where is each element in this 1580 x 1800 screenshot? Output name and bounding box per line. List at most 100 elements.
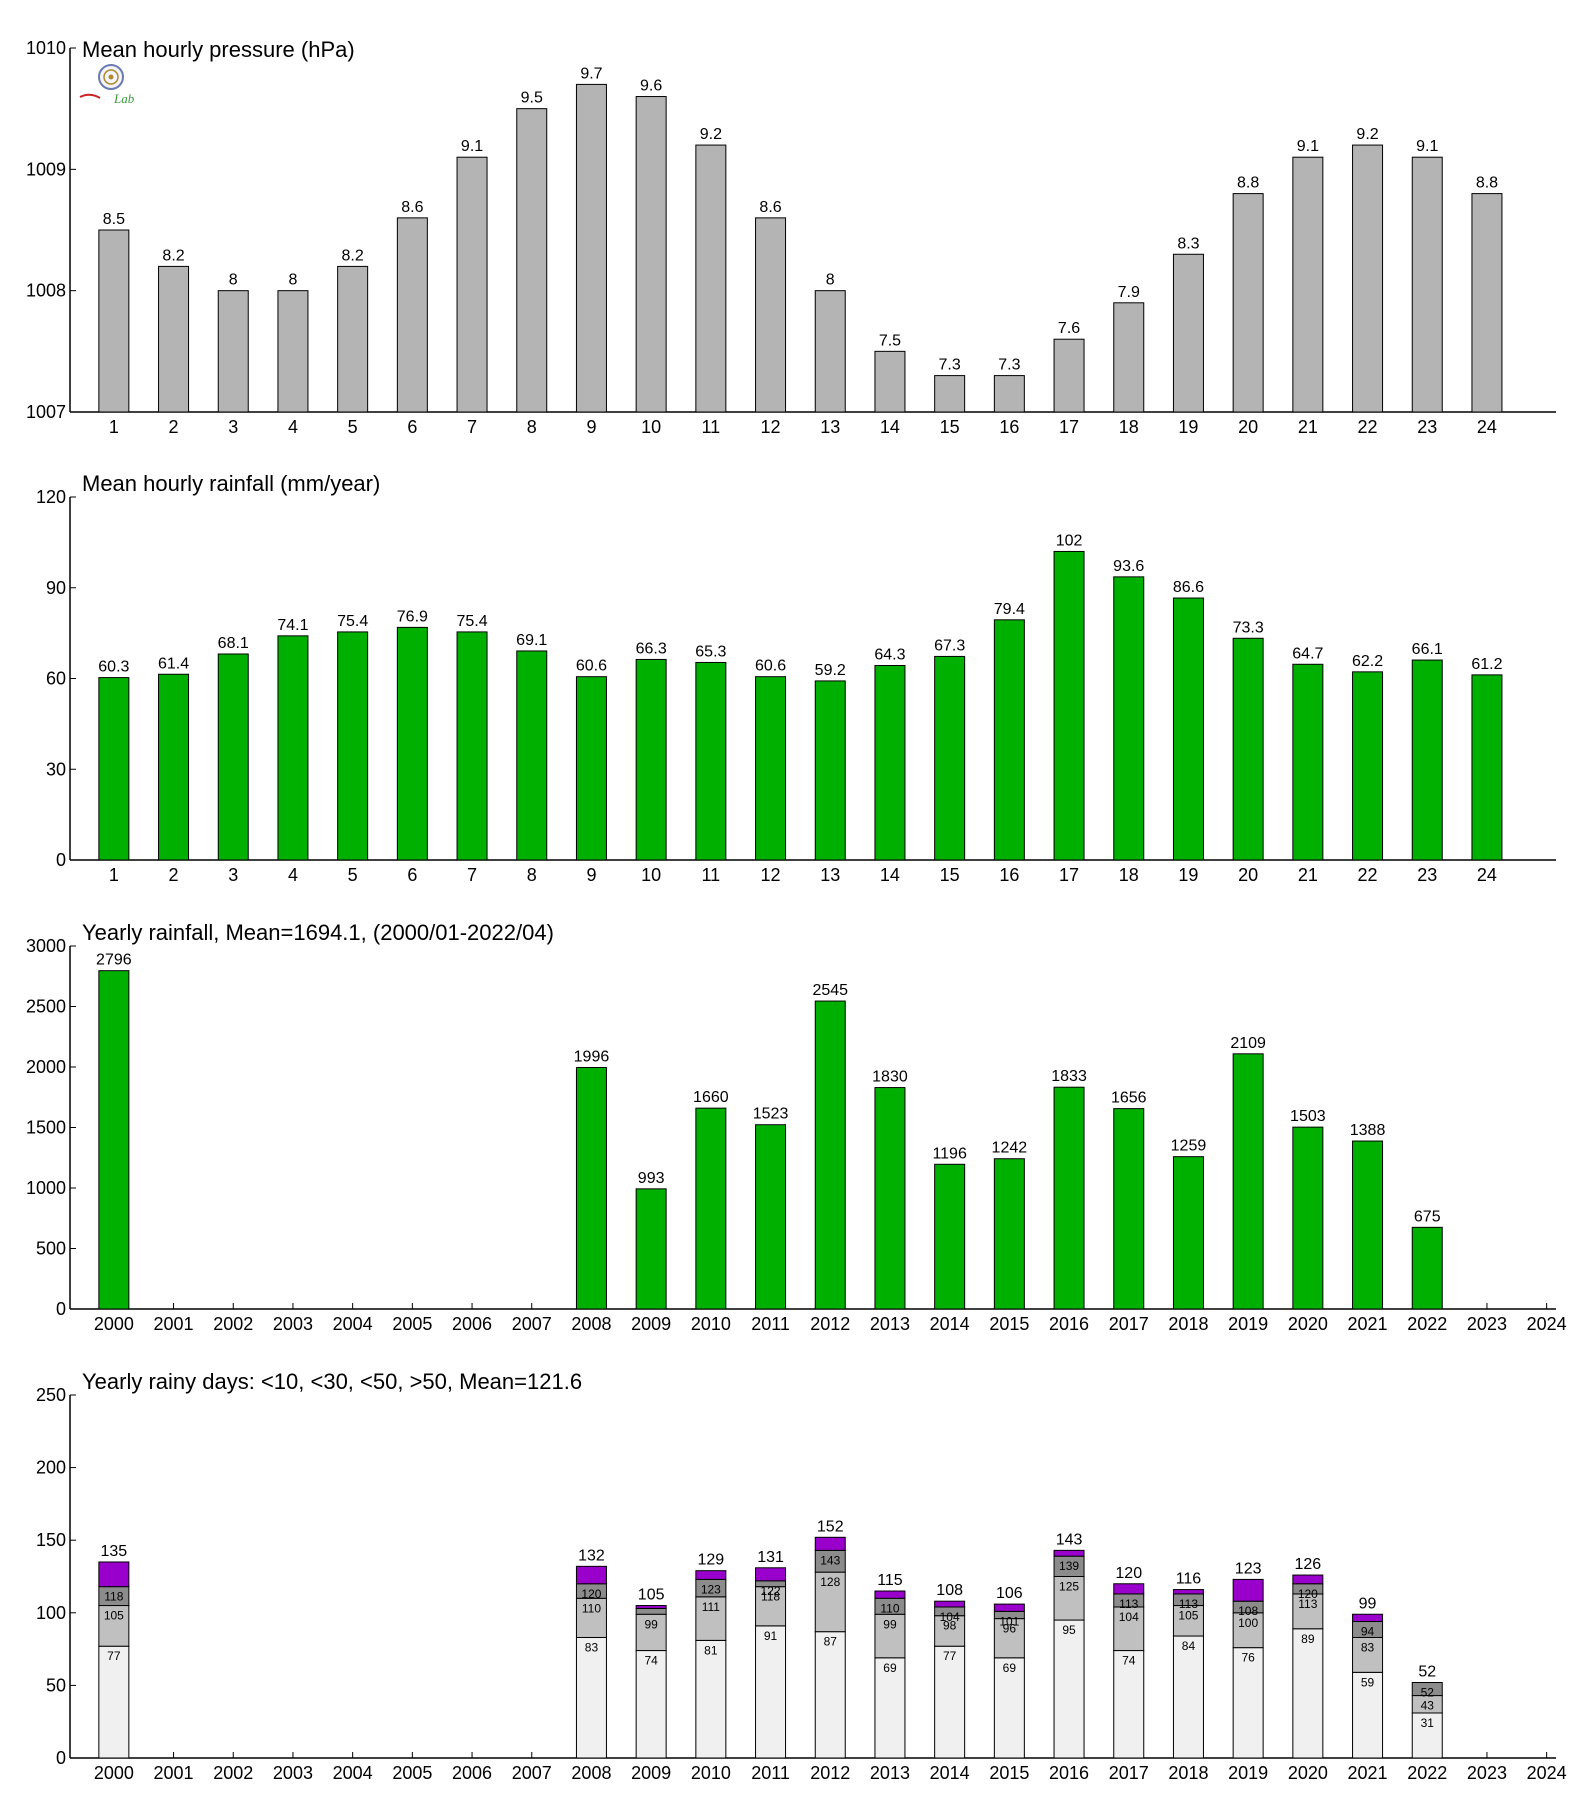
pressure-x-tick-label: 14 (880, 417, 900, 437)
pressure-data-label: 8.3 (1177, 235, 1199, 252)
yearly-rainy-days-segment-gt50 (934, 1600, 966, 1608)
yearly-rainy-days-segment-label: 105 (1178, 1609, 1198, 1623)
pressure-data-label: 7.5 (879, 332, 901, 349)
yearly-rainy-days-segment-lt50 (1411, 1681, 1443, 1697)
pressure-data-label: 7.3 (939, 357, 961, 374)
rainfall-hourly-x-tick-label: 2 (169, 865, 179, 885)
rainfall-hourly-y-tick-label: 120 (36, 487, 66, 507)
yearly-rainy-days-y-tick-label: 50 (46, 1675, 66, 1695)
rainfall-hourly-data-label: 86.6 (1173, 579, 1204, 596)
rainfall-hourly-x-tick-label: 7 (467, 865, 477, 885)
rainfall-hourly-data-label: 59.2 (815, 662, 846, 679)
pressure-bar (396, 217, 428, 413)
yearly-rainy-days-segment-lt10 (993, 1657, 1025, 1759)
yearly-rainfall-x-tick-label: 2020 (1288, 1314, 1328, 1334)
pressure-x-tick-label: 17 (1059, 417, 1079, 437)
pressure-x-tick-label: 2 (169, 417, 179, 437)
rainfall-hourly-x-tick-label: 11 (702, 865, 721, 885)
yearly-rainfall-x-tick-label: 2013 (870, 1314, 910, 1334)
yearly-rainy-days-x-tick-label: 2005 (392, 1763, 432, 1783)
yearly-rainy-days-total-label: 108 (936, 1582, 963, 1599)
yearly-rainy-days-x-tick-label: 2020 (1288, 1763, 1328, 1783)
yearly-rainy-days-total-label: 132 (578, 1547, 605, 1564)
yearly-rainfall-data-label: 1833 (1051, 1068, 1087, 1085)
yearly-rainy-days-segment-gt50 (755, 1567, 787, 1582)
pressure-x-tick-label: 8 (527, 417, 537, 437)
yearly-rainy-days-segment-label: 96 (1003, 1622, 1017, 1636)
pressure-y-tick-label: 1007 (26, 402, 66, 422)
pressure-data-label: 8.6 (759, 199, 781, 216)
yearly-rainy-days-segment-label: 122 (761, 1584, 781, 1598)
yearly-rainy-days-segment-label: 74 (644, 1654, 658, 1668)
rainfall-hourly-x-tick-label: 5 (348, 865, 358, 885)
rainfall-hourly-bar (874, 664, 906, 861)
yearly-rainy-days-segment-label: 113 (1179, 1597, 1198, 1611)
yearly-rainy-days-segment-lt10 (1292, 1628, 1324, 1759)
yearly-rainfall-bar (695, 1107, 727, 1310)
pressure-bar (755, 217, 787, 413)
yearly-rainy-days-segment-lt30 (814, 1571, 846, 1633)
yearly-rainy-days-segment-label: 43 (1421, 1699, 1435, 1713)
yearly-rainy-days-segment-lt10 (1232, 1647, 1264, 1759)
pressure-x-tick-label: 22 (1358, 417, 1378, 437)
yearly-rainy-days-segment-lt30 (1292, 1593, 1324, 1630)
yearly-rainy-days-segment-label: 77 (107, 1649, 121, 1663)
yearly-rainfall-chart-title: Yearly rainfall, Mean=1694.1, (2000/01-2… (82, 920, 554, 945)
yearly-rainfall-data-label: 2109 (1230, 1035, 1266, 1052)
yearly-rainfall-bar (575, 1066, 607, 1310)
yearly-rainy-days-x-tick-label: 2012 (810, 1763, 850, 1783)
yearly-rainy-days-segment-label: 120 (1298, 1587, 1318, 1601)
yearly-rainy-days-segment-label: 110 (880, 1601, 899, 1615)
yearly-rainy-days-segment-label: 76 (1241, 1651, 1255, 1665)
rainfall-hourly-x-tick-label: 8 (527, 865, 537, 885)
pressure-bar (1053, 338, 1085, 413)
yearly-rainy-days-segment-lt10 (1352, 1671, 1384, 1759)
yearly-rainy-days-x-tick-label: 2006 (452, 1763, 492, 1783)
yearly-rainy-days-segment-gt50 (635, 1605, 667, 1609)
yearly-rainy-days-segment-lt10 (635, 1650, 667, 1759)
yearly-rainy-days-segment-label: 81 (704, 1643, 718, 1657)
yearly-rainfall-bar (98, 970, 130, 1310)
rainfall-hourly-data-label: 76.9 (397, 608, 428, 625)
pressure-data-label: 8.8 (1237, 175, 1259, 192)
yearly-rainy-days-total-label: 129 (697, 1552, 724, 1569)
rainfall-hourly-x-tick-label: 24 (1477, 865, 1497, 885)
yearly-rainy-days-segment-gt50 (695, 1570, 727, 1580)
yearly-rainy-days-segment-gt50 (575, 1565, 607, 1585)
rainfall-hourly-data-label: 67.3 (934, 637, 965, 654)
rainfall-hourly-data-label: 75.4 (337, 613, 368, 630)
yearly-rainy-days-x-tick-label: 2001 (154, 1763, 194, 1783)
yearly-rainy-days-x-tick-label: 2019 (1228, 1763, 1268, 1783)
yearly-rainy-days-segment-label: 59 (1361, 1675, 1375, 1689)
yearly-rainfall-x-tick-label: 2007 (512, 1314, 552, 1334)
rainfall-hourly-y-tick-label: 30 (46, 759, 66, 779)
yearly-rainfall-x-tick-label: 2010 (691, 1314, 731, 1334)
yearly-rainy-days-segment-label: 94 (1361, 1625, 1375, 1639)
yearly-rainfall-x-tick-label: 2019 (1228, 1314, 1268, 1334)
pressure-x-tick-label: 12 (761, 417, 781, 437)
yearly-rainfall-y-tick-label: 1000 (26, 1178, 66, 1198)
yearly-rainfall-data-label: 1196 (932, 1145, 967, 1162)
pressure-x-tick-label: 7 (467, 417, 477, 437)
yearly-rainfall-data-label: 1996 (574, 1048, 610, 1065)
rainfall-hourly-data-label: 61.4 (158, 655, 189, 672)
pressure-data-label: 9.2 (1356, 126, 1378, 143)
yearly-rainy-days-segment-label: 89 (1301, 1632, 1315, 1646)
yearly-rainfall-bar (1172, 1156, 1204, 1310)
pressure-x-tick-label: 11 (702, 417, 721, 437)
pressure-x-tick-label: 13 (820, 417, 840, 437)
yearly-rainy-days-x-tick-label: 2007 (512, 1763, 552, 1783)
yearly-rainfall-data-label: 1259 (1171, 1138, 1207, 1155)
yearly-rainfall-y-tick-label: 500 (36, 1239, 66, 1259)
yearly-rainy-days-x-tick-label: 2013 (870, 1763, 910, 1783)
pressure-bar (1292, 156, 1324, 413)
yearly-rainy-days-segment-label: 113 (1119, 1597, 1138, 1611)
logo-text: Lab (113, 91, 135, 106)
yearly-rainy-days-segment-gt50 (1352, 1613, 1384, 1623)
yearly-rainfall-y-tick-label: 2500 (26, 997, 66, 1017)
rainfall-hourly-x-tick-label: 19 (1178, 865, 1198, 885)
rainfall-hourly-x-tick-label: 14 (880, 865, 900, 885)
pressure-x-tick-label: 4 (288, 417, 298, 437)
rainfall-hourly-bar (158, 673, 190, 861)
yearly-rainy-days-segment-gt50 (814, 1536, 846, 1551)
